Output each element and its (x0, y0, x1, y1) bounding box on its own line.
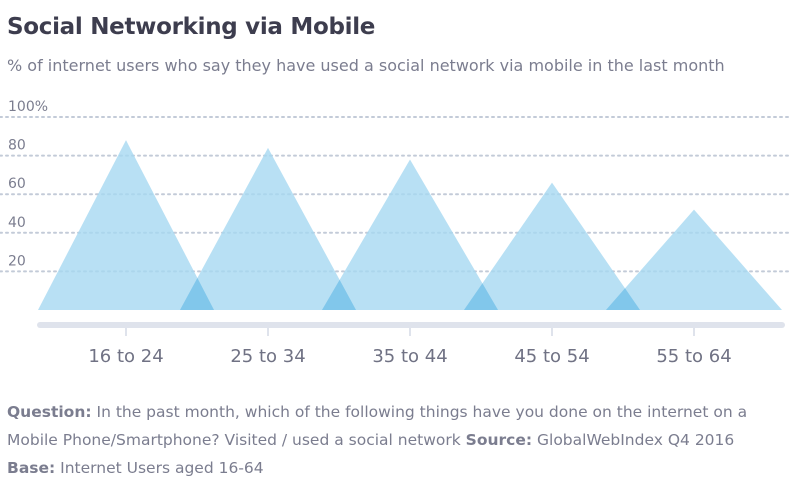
y-tick-label: 80 (8, 138, 26, 154)
question-text: In the past month, which of the followin… (7, 403, 748, 449)
y-tick-label: 100% (8, 99, 48, 115)
y-tick-label: 60 (8, 176, 26, 192)
y-tick-label: 20 (8, 253, 26, 269)
category-label: 55 to 64 (656, 346, 731, 367)
category-label: 45 to 54 (514, 346, 589, 367)
y-tick-label: 40 (8, 215, 26, 231)
base-label: Base: (7, 459, 56, 477)
chart-title: Social Networking via Mobile (7, 14, 376, 40)
area-overlap (464, 283, 498, 310)
area-peak (322, 159, 498, 310)
source-text: GlobalWebIndex Q4 2016 (537, 431, 735, 449)
category-label: 25 to 34 (230, 346, 305, 367)
area-overlap (606, 288, 640, 310)
area-peak (464, 182, 640, 310)
category-label: 16 to 24 (88, 346, 163, 367)
question-label: Question: (7, 403, 92, 421)
base-text: Internet Users aged 16-64 (60, 459, 264, 477)
area-peak (606, 209, 782, 310)
area-overlap (180, 277, 214, 310)
area-peak (38, 140, 214, 310)
area-peak (180, 147, 356, 310)
source-label: Source: (465, 431, 533, 449)
chart-area: 20 40 60 80 100% 16 to 24 25 to 34 35 to 44 45 t… (0, 99, 789, 367)
footnote: Question: In the past month, which of th… (7, 398, 782, 482)
category-label: 35 to 44 (372, 346, 447, 367)
area-overlap (322, 279, 356, 310)
chart-subtitle: % of internet users who say they have us… (7, 56, 725, 75)
